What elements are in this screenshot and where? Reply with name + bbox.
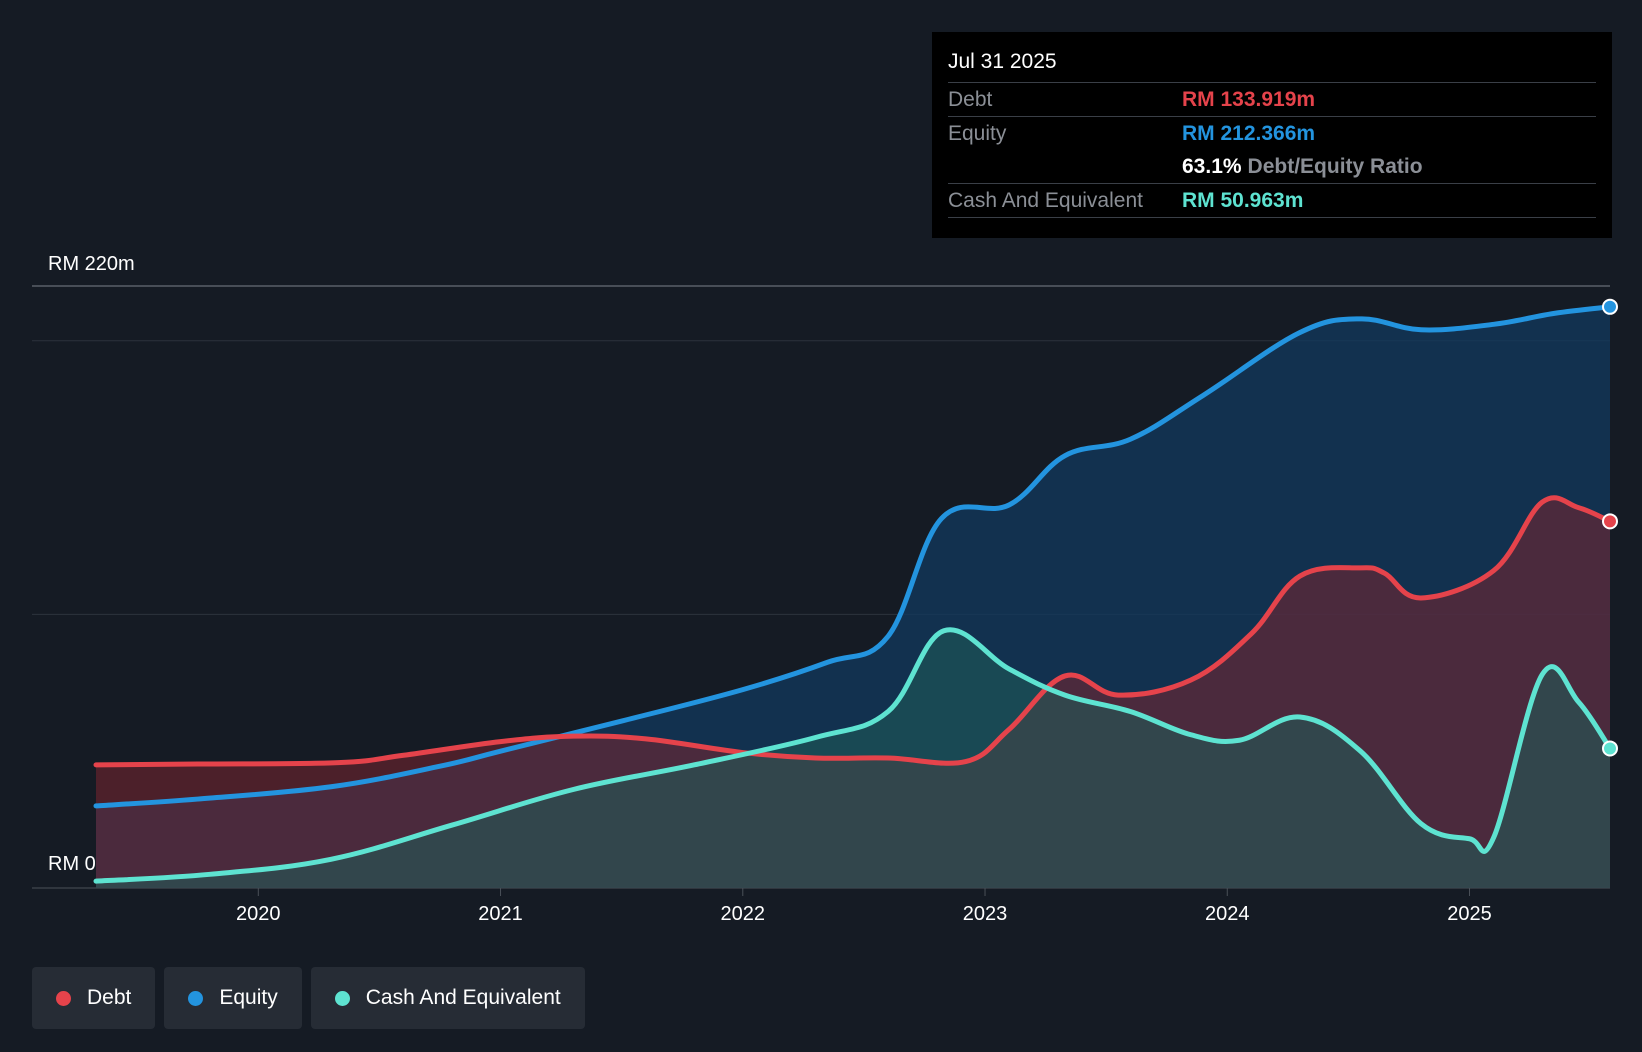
marker-cash [1602,740,1618,757]
tooltip-debt-value: RM 133.919m [1182,88,1316,111]
y-top-label: RM 220m [48,253,135,275]
legend: Debt Equity Cash And Equivalent [32,967,585,1029]
tooltip-cash-label: Cash And Equivalent [948,189,1143,212]
x-tick-label-2025: 2025 [1447,903,1492,925]
line-debt[interactable] [93,495,1613,768]
tooltip-ratio-value: 63.1% [1182,155,1242,178]
legend-item-debt[interactable]: Debt [32,967,156,1029]
legend-item-equity[interactable]: Equity [164,967,302,1029]
tooltip-ratio-spacer [948,150,1182,183]
tooltip-equity-row: Equity RM 212.366m [948,116,1596,150]
tooltip-debt-label: Debt [948,88,993,111]
x-tick-label-2024: 2024 [1205,903,1250,925]
tooltip-debt-row: Debt RM 133.919m [948,82,1596,116]
series-lines [93,304,1613,884]
tooltip-equity-value: RM 212.366m [1182,122,1316,145]
tooltip-cash-row: Cash And Equivalent RM 50.963m [948,183,1596,218]
x-tick-label-2020: 2020 [236,903,281,925]
x-tick-label-2023: 2023 [963,903,1008,925]
series-areas [96,306,1610,888]
legend-item-cash[interactable]: Cash And Equivalent [310,967,585,1029]
tooltip-ratio-label: Debt/Equity Ratio [1247,155,1423,178]
y-bottom-label: RM 0 [48,853,96,875]
legend-dot-cash [334,990,350,1006]
tooltip-cash-value: RM 50.963m [1182,189,1304,212]
x-tick-label-2022: 2022 [721,903,766,925]
legend-dot-equity [188,990,204,1006]
legend-label-equity: Equity [219,986,278,1009]
tooltip-equity-label: Equity [948,122,1007,145]
tooltip-date: Jul 31 2025 [948,50,1057,73]
legend-label-cash: Cash And Equivalent [365,986,561,1009]
line-equity[interactable] [93,304,1613,809]
x-axis: 2020 2021 2022 2023 2024 2025 [236,888,1492,925]
line-cash[interactable] [93,627,1613,884]
legend-label-debt: Debt [87,986,132,1009]
end-markers [1602,298,1618,757]
hover-tooltip: Jul 31 2025 Debt RM 133.919m Equity RM 2… [932,32,1612,238]
legend-dot-debt [56,990,71,1006]
marker-equity [1602,298,1618,315]
marker-debt [1602,513,1618,530]
tooltip-ratio-row: 63.1% Debt/Equity Ratio [948,150,1596,183]
x-tick-label-2021: 2021 [478,903,523,925]
